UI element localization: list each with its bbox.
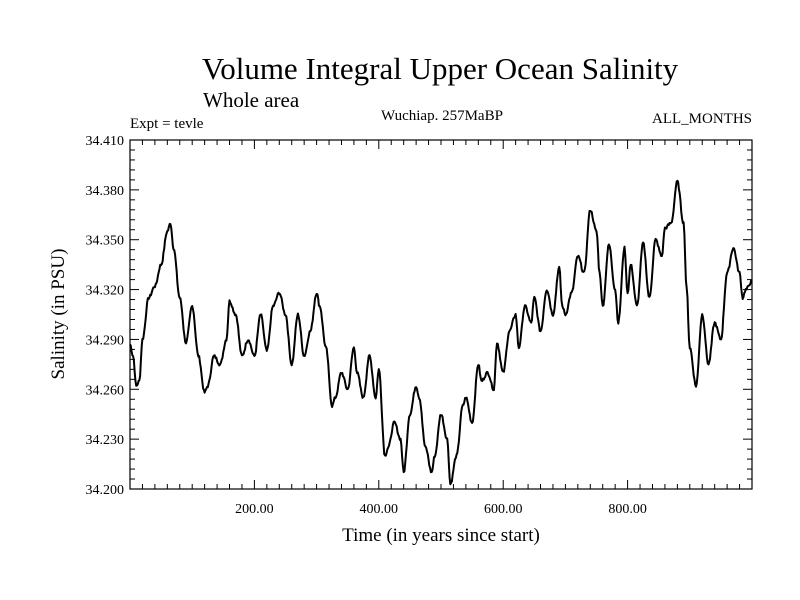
chart-subtitle: Whole area (203, 88, 300, 112)
y-tick-label: 34.410 (86, 134, 125, 149)
chart-title: Volume Integral Upper Ocean Salinity (202, 51, 679, 86)
period-label: Wuchiap. 257MaBP (381, 108, 503, 124)
x-tick-label: 600.00 (484, 502, 523, 517)
y-tick-label: 34.320 (86, 284, 125, 299)
y-tick-label: 34.230 (86, 433, 125, 448)
months-label: ALL_MONTHS (652, 111, 752, 127)
y-axis-label: Salinity (in PSU) (48, 249, 69, 380)
x-axis-label: Time (in years since start) (342, 525, 540, 546)
y-tick-label: 34.200 (86, 483, 125, 498)
x-tick-label: 200.00 (235, 502, 274, 517)
x-tick-label: 400.00 (360, 502, 399, 517)
y-tick-label: 34.260 (86, 383, 125, 398)
y-axis: 34.200 34.230 34.260 34.290 34.320 34.350 34.3… (86, 134, 752, 498)
y-tick-label: 34.380 (86, 184, 125, 199)
salinity-series-line (129, 179, 753, 486)
plot-frame (129, 139, 753, 490)
y-tick-label: 34.290 (86, 333, 125, 348)
x-tick-label: 800.00 (608, 502, 647, 517)
y-tick-label: 34.350 (86, 234, 125, 249)
experiment-label: Expt = tevle (130, 116, 204, 132)
x-axis: 200.00 400.00 600.00 800.00 (141, 140, 741, 517)
